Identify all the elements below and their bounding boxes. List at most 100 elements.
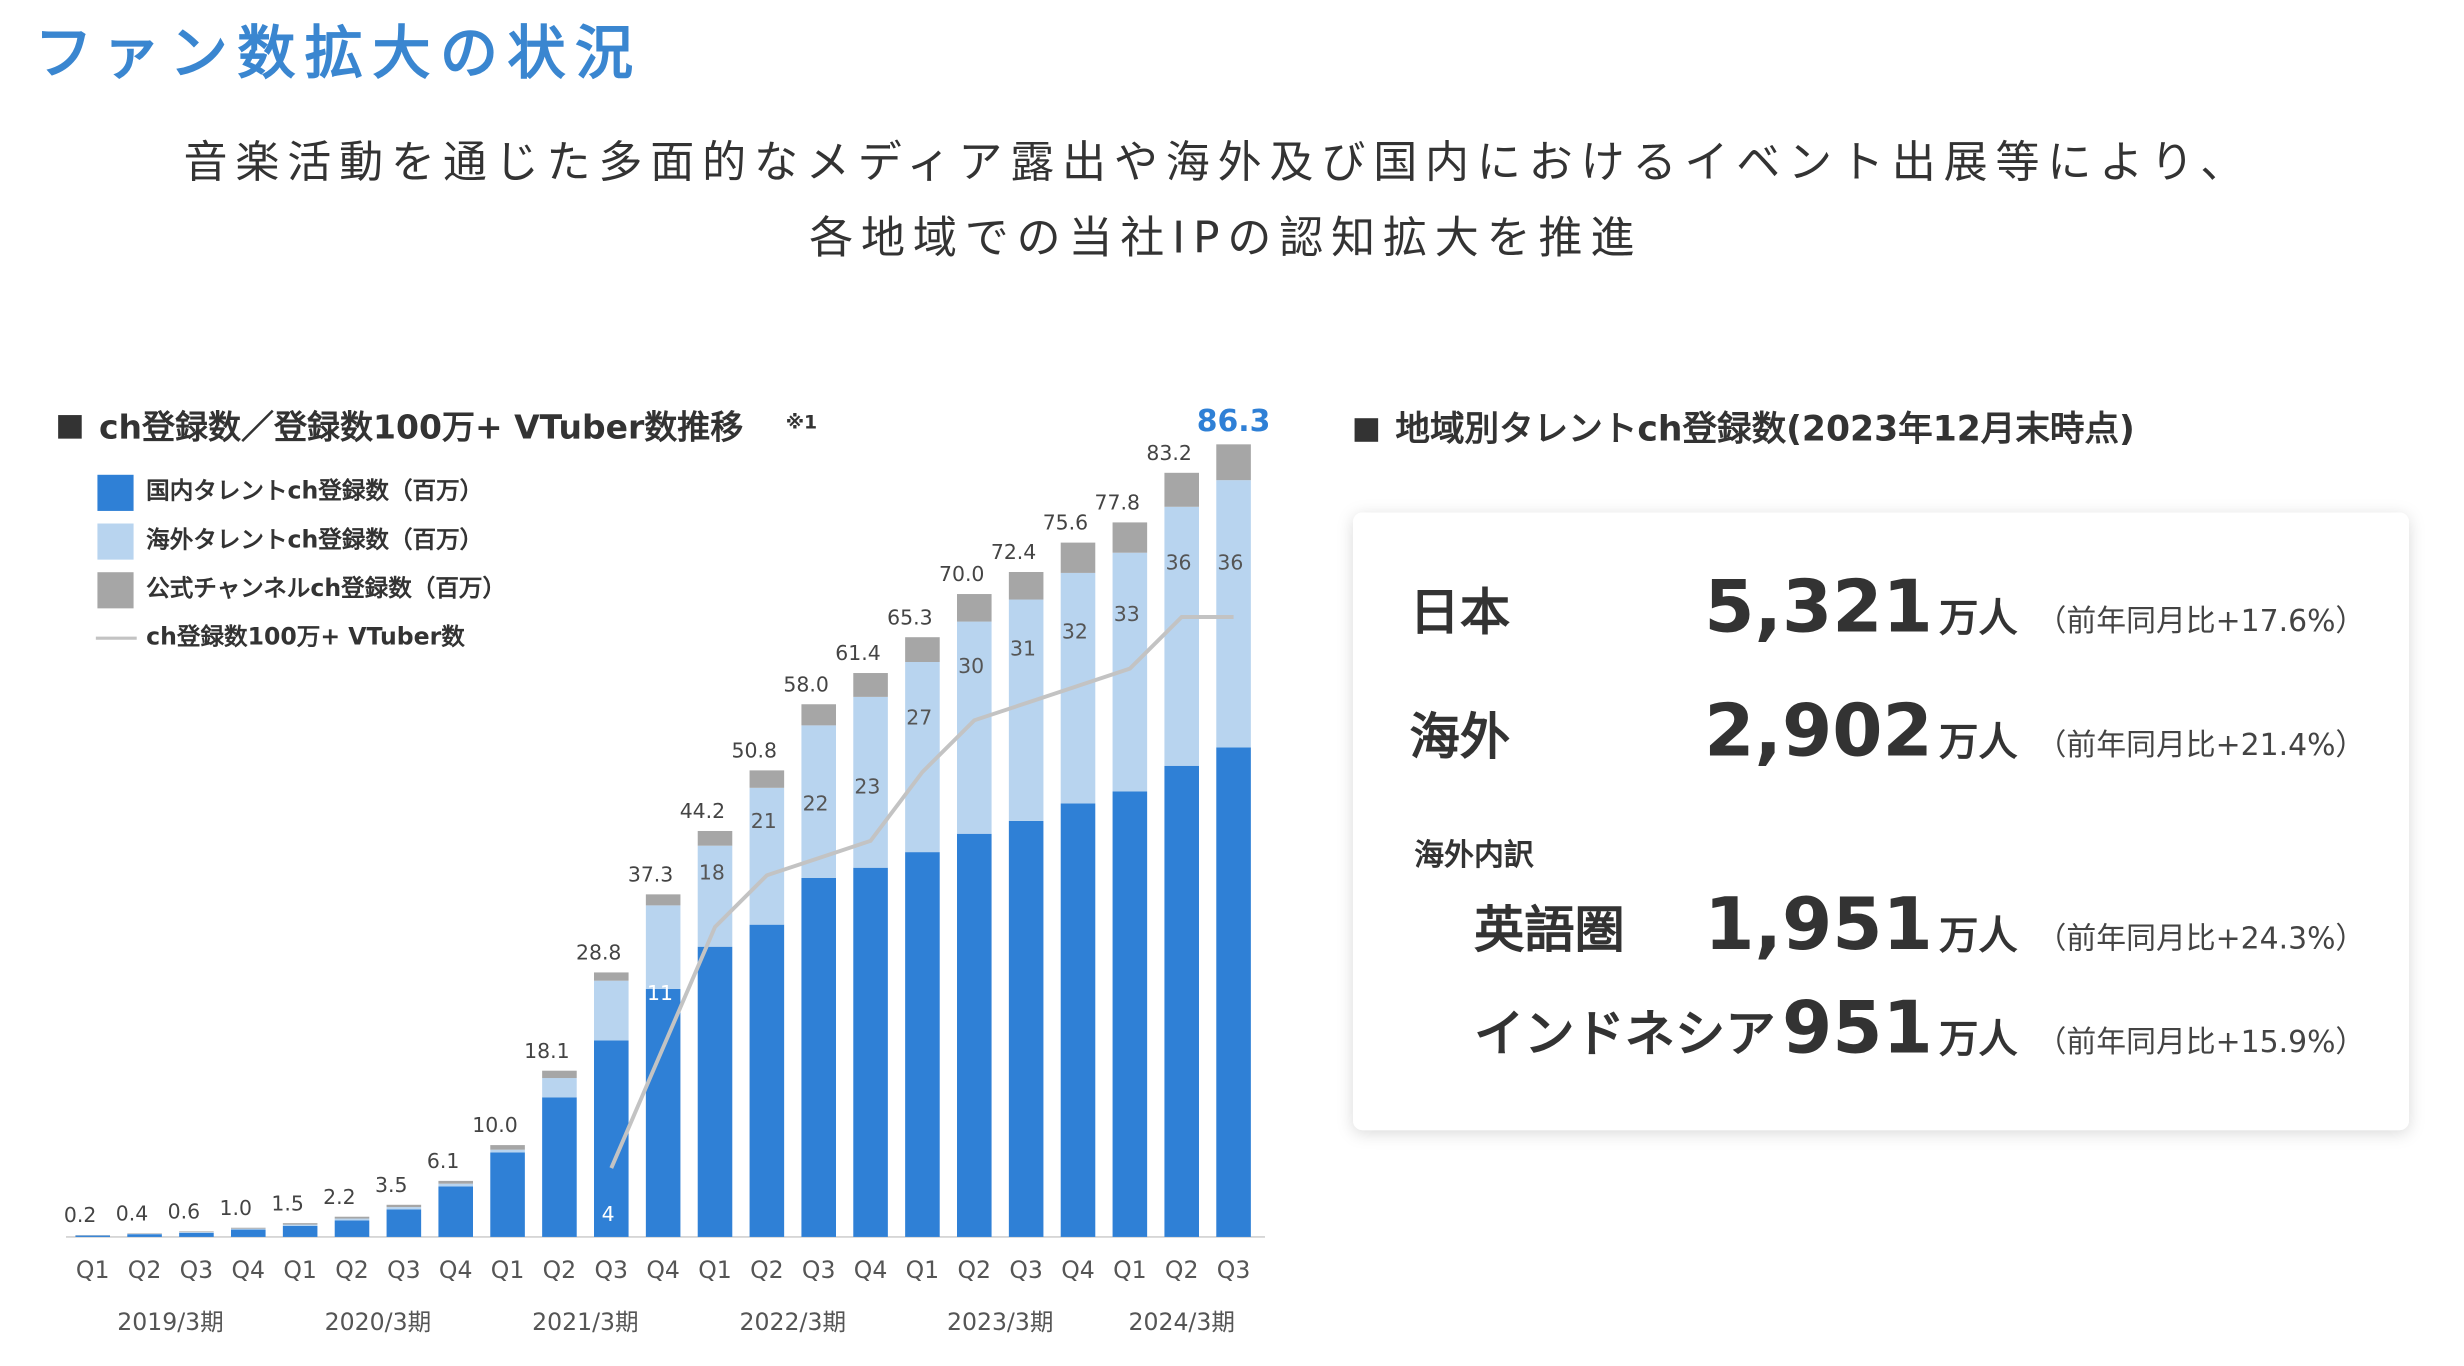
x-tick-label: Q4 [232,1256,266,1284]
total-label: 65.3 [887,605,932,629]
panel [1353,512,2409,1131]
x-tick-label: Q3 [1009,1256,1043,1284]
x-tick-label: Q4 [646,1256,680,1284]
bar-segment [749,924,785,1237]
line-label: 11 [647,981,673,1005]
bar-segment [75,1235,110,1237]
bar-segment [1060,542,1096,573]
bar-segment [127,1234,162,1237]
bar-segment [438,1186,473,1237]
bar-segment [386,1207,422,1210]
subtitle: 音楽活動を通じた多面的なメディア露出や海外及び国内におけるイベント出展等により、 [184,137,2253,188]
bar-segment [697,946,733,1237]
bar-segment [231,1229,266,1237]
change: （前年同月比+15.9%） [2037,1025,2366,1060]
group-label: 2020/3期 [325,1308,431,1336]
x-tick-label: Q1 [283,1256,317,1284]
chart-title: ch登録数／登録数100万+ VTuber数推移 [99,408,743,447]
region: 海外 [1410,707,1511,766]
bar-segment [1060,803,1096,1237]
page-title: ファン数拡大の状況 [35,19,643,87]
bar-segment [645,894,681,906]
x-tick-label: Q4 [854,1256,888,1284]
line-label: 33 [1114,602,1140,626]
panel-title: 地域別タレントch登録数(2023年12月末時点) [1395,409,2134,449]
bar-segment [594,980,629,1041]
bar-segment [801,877,836,1237]
total-label: 50.8 [732,739,777,763]
total-label: 58.0 [783,672,828,696]
x-tick-label: Q1 [491,1256,525,1284]
line-label: 36 [1217,551,1243,575]
total-label: 0.4 [116,1201,148,1225]
legend-swatch [97,474,134,511]
bar-segment [1164,472,1199,507]
total-label: 18.1 [524,1039,569,1063]
bar-segment [957,594,992,622]
change: （前年同月比+21.4%） [2037,728,2366,763]
x-tick-label: Q3 [802,1256,836,1284]
total-label: 0.2 [64,1203,96,1227]
region: 英語圏 [1474,900,1625,959]
x-tick-label: Q2 [1165,1256,1199,1284]
bar-segment [334,1220,370,1237]
bar-segment [179,1232,214,1237]
line-label: 27 [906,706,932,730]
bar-segment [1008,571,1044,600]
bar-segment [438,1183,473,1187]
total-label: 61.4 [835,641,880,665]
line-label: 4 [602,1202,615,1226]
count: 951 [1782,987,1933,1071]
line-label: 36 [1166,551,1192,575]
bar-segment [1164,765,1199,1237]
bar-segment [1008,599,1044,821]
total-label: 6.1 [427,1149,459,1173]
total-label: 3.5 [375,1173,407,1197]
total-label: 44.2 [680,799,725,823]
line-label: 32 [1062,619,1088,643]
bar-segment [957,833,992,1237]
bar-segment [542,1070,577,1079]
bar-segment [905,852,940,1237]
bar-segment [957,621,992,834]
x-tick-label: Q3 [1217,1256,1251,1284]
region: インドネシア [1474,1004,1776,1063]
change: （前年同月比+24.3%） [2037,921,2366,956]
legend-label: 公式チャンネルch登録数（百万） [146,574,506,602]
bar-segment [231,1228,266,1230]
total-label: 37.3 [628,863,673,887]
bar-segment [386,1209,422,1237]
group-label: 2021/3期 [532,1308,638,1336]
line [609,615,1234,1169]
group-label: 2024/3期 [1128,1308,1234,1336]
bar-segment [697,830,733,846]
count: 5,321 [1704,566,1933,650]
group-label: 2022/3期 [740,1308,846,1336]
legend-label: 海外タレントch登録数（百万） [146,525,483,553]
legend-label: 国内タレントch登録数（百万） [146,477,483,505]
change: （前年同月比+17.6%） [2037,604,2366,639]
legend-label: ch登録数100万+ VTuber数 [146,623,465,651]
total-label: 28.8 [576,941,621,965]
bullet [58,415,82,439]
bar-segment [645,988,681,1237]
line-label: 22 [803,792,829,816]
x-tick-label: Q2 [335,1256,369,1284]
total-label: 2.2 [323,1185,355,1209]
bar-segment [905,637,940,663]
bar-segment [386,1204,422,1208]
bar-segment [905,662,940,853]
bar-segment [1008,820,1044,1237]
bar-segment [334,1216,370,1219]
bar-segment [853,673,888,697]
group-label: 2019/3期 [117,1308,223,1336]
line-label: 31 [1010,637,1036,661]
bar-segment [749,787,785,925]
bar-segment [490,1145,525,1150]
bar-segment [1112,791,1148,1237]
bar-segment [282,1225,318,1237]
bar-segment [749,770,785,788]
bar-segment [490,1152,525,1237]
bar-segment [1112,522,1148,553]
